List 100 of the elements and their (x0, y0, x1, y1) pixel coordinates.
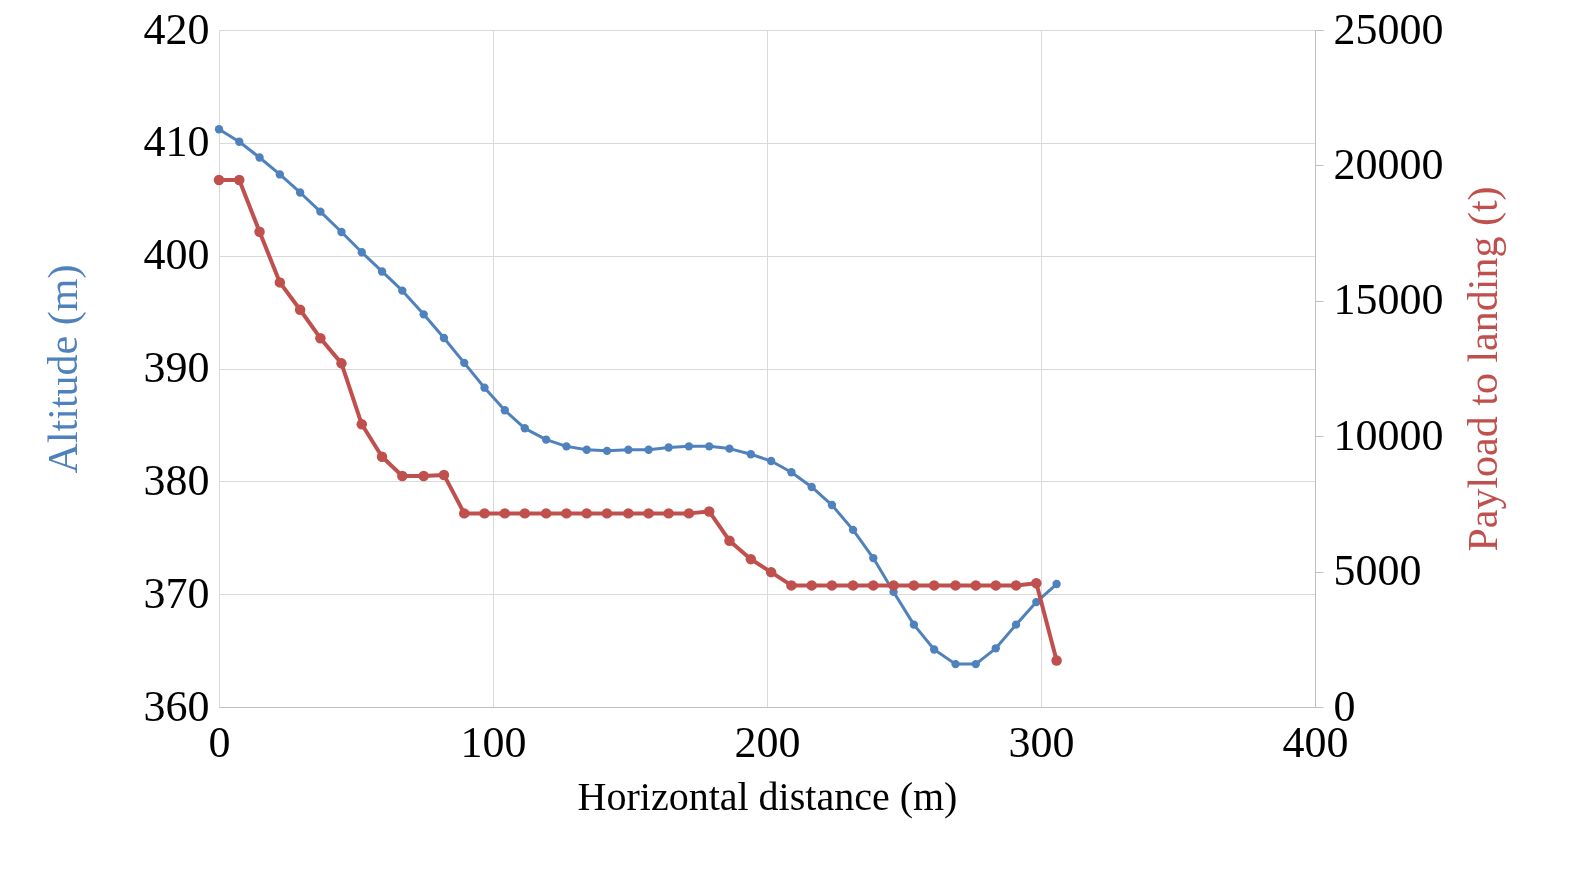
point (643, 508, 654, 519)
point (419, 310, 428, 319)
y-tick-label: 360 (143, 681, 210, 731)
point (562, 442, 571, 451)
point (356, 419, 367, 430)
point (991, 644, 1000, 653)
point (519, 508, 531, 519)
point (397, 470, 408, 482)
point (336, 358, 347, 369)
point (601, 508, 613, 519)
point (624, 445, 633, 454)
point (908, 580, 920, 591)
point (254, 226, 265, 237)
point (746, 450, 756, 459)
y-tick-label: 410 (143, 117, 210, 167)
point (644, 445, 653, 454)
point (683, 508, 695, 519)
point (869, 553, 878, 563)
y-tick-label: 390 (143, 343, 210, 392)
point (724, 535, 735, 546)
point (1051, 655, 1062, 666)
point (500, 406, 509, 415)
point (439, 333, 449, 343)
point (705, 442, 714, 451)
point (684, 442, 694, 451)
point (582, 445, 591, 454)
point (315, 332, 326, 344)
point (766, 456, 776, 466)
point (561, 508, 572, 519)
y-tick-label: 420 (143, 4, 210, 54)
point (807, 482, 816, 492)
point (214, 125, 224, 134)
point (929, 645, 939, 654)
point (295, 188, 305, 197)
point (255, 153, 264, 162)
point (970, 580, 982, 591)
point (418, 470, 429, 482)
point (377, 267, 387, 276)
point (541, 435, 551, 444)
point (316, 207, 325, 216)
x-tick-label: 200 (734, 717, 801, 767)
point (703, 506, 715, 517)
point (1031, 578, 1042, 589)
y2-tick-label: 5000 (1333, 546, 1422, 596)
x-tick-label: 100 (460, 717, 527, 767)
y2-tick-label: 15000 (1333, 275, 1444, 325)
point (460, 358, 469, 368)
y2-tick-label: 20000 (1333, 139, 1444, 189)
x-tick-label: 0 (208, 717, 231, 767)
point (357, 248, 366, 257)
point (458, 508, 470, 519)
point (951, 659, 960, 669)
point (540, 508, 552, 519)
point (786, 580, 797, 591)
point (806, 580, 817, 591)
point (234, 174, 245, 186)
point (848, 525, 858, 535)
point (909, 620, 919, 629)
point (745, 553, 757, 565)
point (520, 424, 529, 433)
point (826, 580, 838, 591)
point (928, 580, 940, 591)
x-axis-title: Horizontal distance (m) (577, 773, 958, 819)
y2-tick-label: 25000 (1333, 4, 1444, 54)
point (663, 508, 674, 519)
point (664, 443, 673, 452)
point (602, 446, 612, 456)
point (438, 469, 450, 481)
point (990, 580, 1002, 591)
x-tick-label: 300 (1008, 717, 1075, 767)
point (235, 137, 244, 146)
point (376, 451, 388, 463)
point (275, 170, 285, 179)
point (868, 580, 879, 591)
point (1052, 579, 1061, 589)
point (213, 174, 225, 186)
point (581, 508, 592, 519)
point (1011, 620, 1021, 629)
point (274, 277, 286, 288)
point (479, 508, 490, 519)
y2-tick-label: 10000 (1333, 410, 1444, 460)
point (499, 508, 511, 519)
point (971, 659, 980, 669)
y-tick-label: 370 (143, 568, 210, 618)
point (725, 444, 734, 453)
point (1010, 580, 1022, 591)
point (480, 383, 489, 392)
point (765, 566, 777, 578)
point (787, 468, 796, 477)
point (950, 580, 961, 591)
point (337, 227, 346, 237)
point (847, 580, 859, 591)
point (888, 580, 899, 591)
point (398, 286, 407, 295)
y-tick-label: 400 (143, 230, 210, 280)
point (623, 508, 634, 519)
point (294, 304, 306, 315)
y-tick-label: 380 (143, 455, 210, 505)
point (827, 500, 837, 510)
y-axis-title: Altitude (m) (39, 264, 87, 474)
